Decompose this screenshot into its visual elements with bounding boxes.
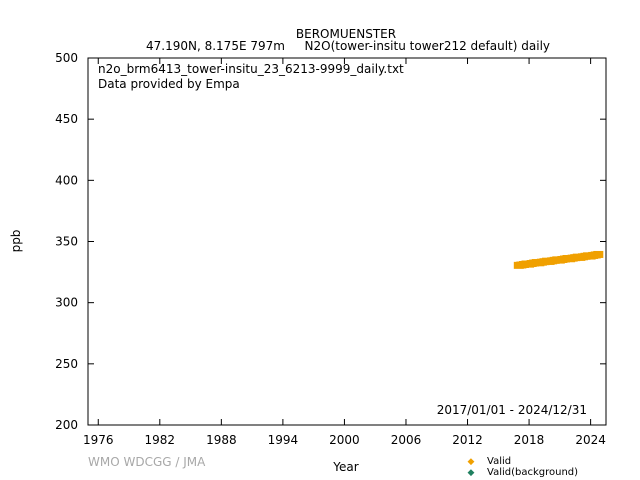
x-tick-label: 2006 (391, 433, 422, 447)
station-location: 47.190N, 8.175E 797m (146, 39, 285, 53)
data-points (513, 250, 604, 269)
x-axis-label: Year (332, 460, 358, 474)
credit: WMO WDCGG / JMA (88, 455, 206, 469)
y-tick-label: 300 (55, 296, 78, 310)
x-tick-label: 1988 (206, 433, 237, 447)
plot-frame (87, 57, 607, 426)
legend-marker-valid: ◆ (468, 457, 475, 467)
y-tick-label: 450 (55, 112, 78, 126)
legend-marker-background: ◆ (468, 468, 475, 478)
date-range: 2017/01/01 - 2024/12/31 (437, 403, 587, 417)
x-tick-label: 1994 (268, 433, 299, 447)
x-tick-label: 2024 (575, 433, 606, 447)
x-tick-label: 2012 (452, 433, 483, 447)
x-tick-label: 1976 (83, 433, 114, 447)
x-axis: 1976 1982 1988 1994 2000 2006 2012 2018 2024 (83, 58, 606, 447)
legend-label-background: Valid(background) (487, 467, 578, 478)
y-tick-label: 400 (55, 173, 78, 187)
legend-label-valid: Valid (487, 456, 511, 467)
y-tick-label: 500 (55, 51, 78, 65)
y-tick-label: 250 (55, 357, 78, 371)
legend: ◆ Valid ◆ Valid(background) (468, 456, 579, 478)
x-tick-label: 1982 (145, 433, 176, 447)
y-axis-label: ppb (9, 230, 23, 253)
y-tick-label: 350 (55, 235, 78, 249)
x-tick-label: 2000 (329, 433, 360, 447)
station-title: BEROMUENSTER (296, 27, 396, 41)
y-axis: 200 250 300 350 400 450 500 (55, 51, 606, 432)
parameter-title: N2O(tower-insitu tower212 default) daily (305, 39, 550, 53)
data-filename: n2o_brm6413_tower-insitu_23_6213-9999_da… (98, 62, 404, 76)
y-tick-label: 200 (55, 418, 78, 432)
data-point (593, 250, 604, 258)
x-tick-label: 2018 (514, 433, 545, 447)
data-provider: Data provided by Empa (98, 77, 240, 91)
